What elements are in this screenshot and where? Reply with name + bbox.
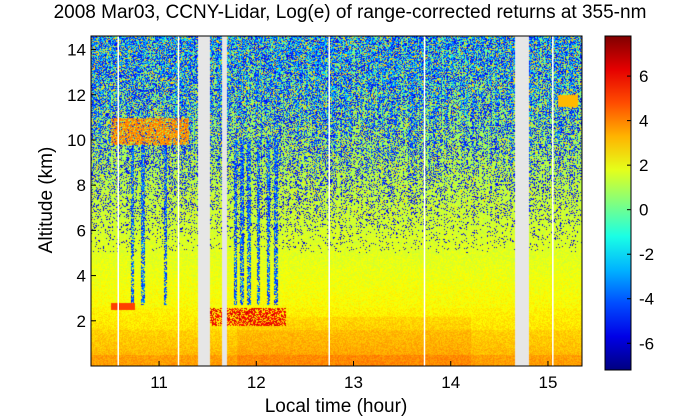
y-tick-label: 8 bbox=[77, 176, 86, 195]
colorbar-scale bbox=[604, 35, 632, 371]
y-tick-label: 14 bbox=[67, 41, 86, 60]
colorbar: -6 -4 -2 0 2 4 6 bbox=[604, 35, 654, 371]
y-tick-label: 4 bbox=[77, 267, 86, 286]
x-tick-label: 13 bbox=[344, 373, 363, 392]
colorbar-tick-label: 0 bbox=[639, 201, 648, 220]
axes: 11 12 13 14 15 2 4 6 8 10 12 14 bbox=[67, 35, 583, 392]
colorbar-tick-label: 2 bbox=[639, 156, 648, 175]
colorbar-tick-label: -2 bbox=[639, 245, 654, 264]
x-tick-label: 14 bbox=[441, 373, 460, 392]
x-axis-label: Local time (hour) bbox=[264, 396, 408, 417]
colorbar-tick-label: -6 bbox=[639, 334, 654, 353]
y-tick-label: 12 bbox=[67, 86, 86, 105]
x-tick-label: 12 bbox=[247, 373, 266, 392]
plot-frame bbox=[90, 35, 583, 367]
chart-title: 2008 Mar03, CCNY-Lidar, Log(e) of range-… bbox=[53, 2, 647, 23]
heatmap-image bbox=[91, 36, 582, 366]
plot-area bbox=[91, 36, 582, 366]
y-tick-label: 6 bbox=[77, 221, 86, 240]
y-tick-label: 2 bbox=[77, 312, 86, 331]
y-tick-label: 10 bbox=[67, 131, 86, 150]
colorbar-tick-label: 6 bbox=[639, 67, 648, 86]
x-tick-label: 15 bbox=[539, 373, 558, 392]
colorbar-tick-label: -4 bbox=[639, 290, 654, 309]
colorbar-tick-label: 4 bbox=[639, 112, 648, 131]
x-tick-label: 11 bbox=[150, 373, 168, 392]
